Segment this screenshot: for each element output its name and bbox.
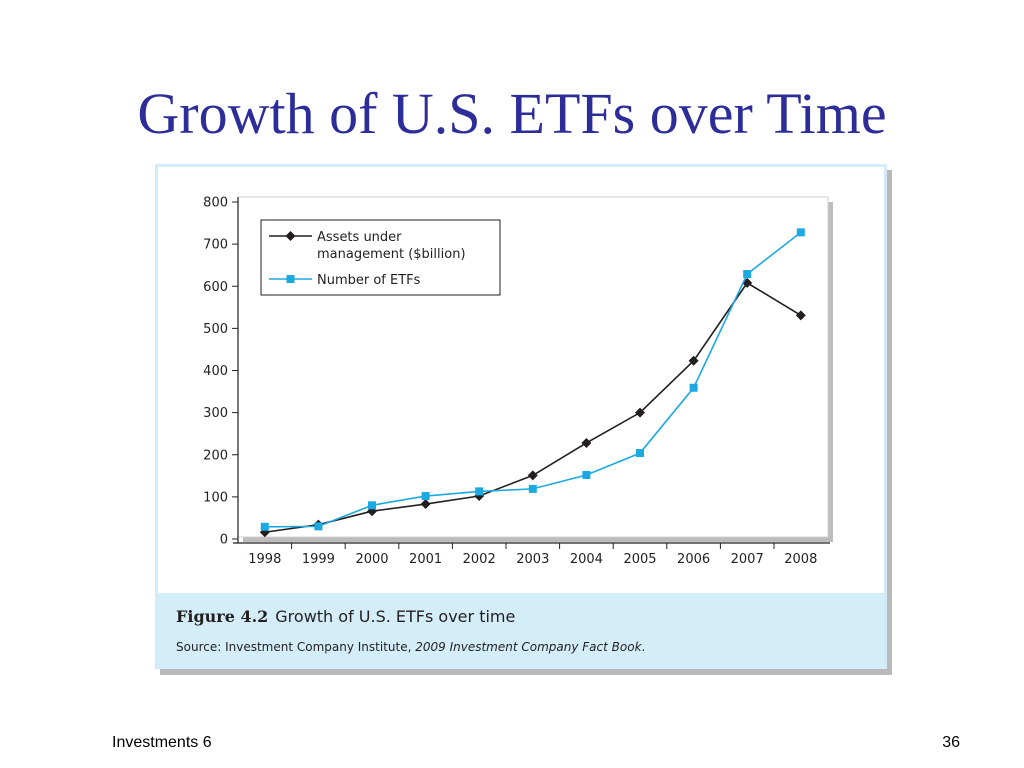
etf-count-data-point xyxy=(368,501,376,510)
assets-data-point xyxy=(795,310,806,321)
footer-page-number: 36 xyxy=(942,734,960,751)
assets-data-point xyxy=(420,499,431,510)
axis-layer: 0 100 200 300 400 500 600 700 800 1998 1999 2000 200… xyxy=(203,196,817,568)
assets-data-point xyxy=(635,407,645,418)
figure-label: Figure 4.2 xyxy=(176,607,269,626)
x-tick-label: 2008 xyxy=(784,552,817,567)
x-tick-label: 2007 xyxy=(731,552,764,567)
figure-caption: Figure 4.2 Growth of U.S. ETFs over time xyxy=(176,607,515,626)
etf-count-data-point xyxy=(636,449,644,458)
legend-etfs-label: Number of ETFs xyxy=(317,273,421,288)
x-tick-label: 1998 xyxy=(248,552,281,567)
caption-band xyxy=(158,593,884,669)
y-tick-label: 600 xyxy=(203,280,228,295)
series-layer xyxy=(259,228,806,538)
legend-assets-label-line2: management ($billion) xyxy=(317,247,466,262)
chart-legend: Assets under management ($billion) Numbe… xyxy=(260,219,501,296)
x-tick-label: 2003 xyxy=(516,552,549,567)
etf-count-data-point xyxy=(421,492,430,501)
etf-count-data-point xyxy=(796,228,805,237)
etf-count-data-point xyxy=(582,470,591,479)
etf-count-data-point xyxy=(743,270,752,279)
etf-count-data-point xyxy=(528,484,537,493)
footer-course-label: Investments 6 xyxy=(112,734,212,751)
etf-count-data-point xyxy=(260,522,269,531)
source-title: 2009 Investment Company Fact Book xyxy=(415,640,642,654)
etf-count-data-point xyxy=(314,522,323,531)
source-suffix: . xyxy=(641,640,646,654)
legend-box xyxy=(260,219,501,296)
y-tick-label: 700 xyxy=(203,238,228,253)
y-tick-label: 0 xyxy=(220,533,228,548)
figure-panel: 0 100 200 300 400 500 600 700 800 1998 1999 2000 200… xyxy=(155,164,887,669)
x-tick-label: 2000 xyxy=(355,552,388,567)
y-tick-label: 200 xyxy=(203,448,228,463)
y-tick-label: 100 xyxy=(203,490,228,505)
assets-data-point xyxy=(581,437,592,448)
legend-assets-marker xyxy=(285,231,296,241)
y-tick-label: 400 xyxy=(203,364,228,379)
line-chart: 0 100 200 300 400 500 600 700 800 1998 1999 2000 200… xyxy=(203,196,833,568)
figure-caption-text: Growth of U.S. ETFs over time xyxy=(275,607,516,626)
assets-data-point xyxy=(688,355,699,366)
y-tick-label: 800 xyxy=(203,196,228,211)
x-tick-label: 2001 xyxy=(409,552,442,567)
etf-count-data-point xyxy=(475,487,484,496)
y-tick-label: 500 xyxy=(203,322,228,337)
x-tick-label: 2002 xyxy=(463,552,496,567)
slide-title: Growth of U.S. ETFs over Time xyxy=(137,81,887,146)
x-tick-label: 1999 xyxy=(302,552,335,567)
source-prefix: Source: Investment Company Institute, xyxy=(176,640,416,654)
figure-source: Source: Investment Company Institute, 20… xyxy=(176,640,645,654)
etf-count-data-point xyxy=(689,383,698,392)
x-tick-label: 2005 xyxy=(623,552,656,567)
x-tick-label: 2004 xyxy=(570,552,603,567)
y-tick-label: 300 xyxy=(203,406,228,421)
x-tick-label: 2006 xyxy=(677,552,710,567)
legend-assets-label-line1: Assets under xyxy=(317,230,402,245)
legend-etfs-marker xyxy=(286,275,295,283)
assets-data-point xyxy=(527,470,538,481)
